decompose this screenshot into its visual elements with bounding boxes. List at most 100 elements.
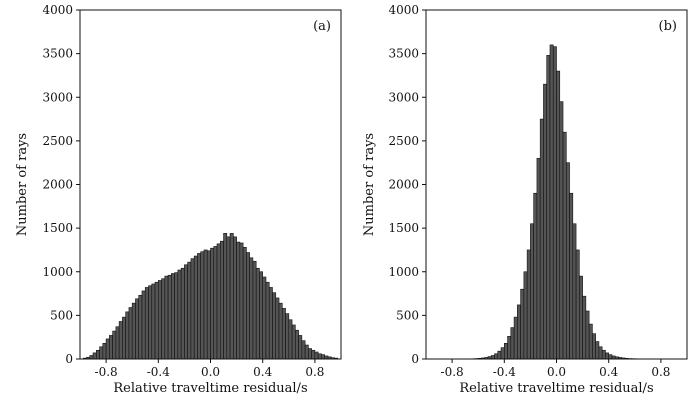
histogram-bar: [513, 316, 518, 360]
histogram-bar: [285, 313, 290, 360]
x-tick-label: 0.8: [305, 365, 324, 379]
histogram-bar: [598, 346, 603, 360]
histogram-bar: [158, 280, 162, 360]
histogram-bar: [517, 304, 521, 360]
histogram-bar: [268, 287, 273, 360]
x-tick-label: 0.4: [253, 365, 272, 379]
y-tick-label: 2000: [388, 178, 419, 192]
histogram-bar: [500, 347, 505, 360]
histogram-bar: [601, 349, 606, 360]
y-axis-title: Number of rays: [362, 133, 377, 236]
histogram-bar: [122, 316, 126, 360]
x-tick-label: 0.4: [599, 365, 618, 379]
panel-label: (b): [659, 19, 677, 34]
y-tick-label: 1500: [42, 221, 73, 235]
histogram-bar: [180, 267, 185, 360]
y-tick-label: 0: [65, 352, 73, 366]
histogram-bar: [536, 158, 541, 360]
y-tick-label: 3000: [42, 90, 73, 104]
histogram-bar: [219, 240, 224, 360]
histogram-bar: [151, 283, 156, 360]
histogram-bar: [135, 298, 140, 360]
histogram-bar: [223, 233, 228, 360]
histogram-bar: [262, 276, 267, 360]
histogram-bar: [177, 269, 182, 360]
histogram-bar: [314, 351, 319, 360]
y-tick-label: 500: [50, 308, 73, 322]
histogram-bar: [585, 310, 590, 360]
histogram-bar: [115, 326, 120, 360]
histogram-bar: [216, 243, 221, 360]
y-tick-label: 0: [411, 352, 419, 366]
histogram-bar: [301, 340, 306, 360]
histogram-bar: [281, 308, 286, 360]
histogram-bar: [595, 341, 600, 360]
x-tick-label: -0.8: [95, 365, 118, 379]
histogram-bar: [520, 288, 525, 360]
panel-label: (a): [313, 19, 331, 34]
histogram-bar: [138, 295, 143, 360]
histogram-bar: [278, 302, 283, 360]
histogram-bar: [131, 302, 136, 360]
histogram-bar: [128, 307, 133, 360]
y-tick-label: 1000: [388, 265, 419, 279]
histogram-bar: [141, 290, 146, 360]
histogram-bar: [272, 292, 277, 360]
histogram-bar: [92, 352, 97, 360]
histogram-bar: [533, 192, 538, 360]
histogram-bar: [161, 278, 166, 360]
x-tick-label: -0.4: [493, 365, 517, 379]
histogram-bar: [203, 249, 208, 360]
histogram-bar: [193, 255, 198, 360]
histogram-bar: [255, 267, 260, 360]
histogram-bar: [592, 333, 596, 360]
histogram-bar: [206, 250, 211, 360]
histogram-bar: [167, 274, 172, 360]
histogram-bar: [562, 131, 567, 360]
histogram-bar: [503, 342, 508, 360]
histogram-bar: [242, 247, 247, 360]
y-tick-label: 3500: [42, 47, 73, 61]
histogram-bar: [174, 272, 179, 360]
y-tick-label: 1000: [42, 265, 73, 279]
histogram-bar: [226, 236, 231, 360]
histogram-bar: [582, 295, 587, 360]
histogram-bar: [569, 192, 574, 360]
histogram-bar: [295, 329, 299, 360]
histogram-bar: [187, 261, 192, 360]
y-tick-label: 500: [396, 308, 419, 322]
x-axis-title: Relative traveltime residual/s: [459, 381, 653, 396]
histogram-bar: [317, 353, 322, 360]
x-tick-label: 0.8: [651, 365, 670, 379]
histogram-bar: [200, 251, 205, 360]
histogram-bar: [588, 323, 593, 360]
histogram-bar: [118, 321, 123, 360]
histogram-bar: [526, 249, 531, 360]
y-tick-label: 2500: [388, 134, 419, 148]
histogram-bar: [89, 355, 94, 360]
histogram-bar: [507, 336, 512, 360]
y-tick-label: 1500: [388, 221, 419, 235]
histogram-bar: [539, 118, 544, 360]
histogram-bar: [109, 335, 113, 360]
histogram-bar: [510, 327, 515, 360]
y-tick-label: 3000: [388, 90, 419, 104]
histogram-bar: [148, 285, 153, 360]
histogram-bar: [105, 338, 110, 360]
histogram-bar: [210, 247, 215, 360]
histogram-bar: [494, 353, 499, 360]
x-tick-label: -0.8: [441, 365, 464, 379]
histogram-bar: [546, 55, 551, 360]
histogram-bar: [543, 83, 548, 360]
histogram-bar: [190, 258, 195, 360]
histogram-bar: [298, 335, 303, 360]
histogram-bar: [288, 319, 293, 360]
x-axis-title: Relative traveltime residual/s: [113, 381, 307, 396]
histogram-bar: [608, 354, 613, 360]
histogram-bar: [265, 281, 270, 360]
x-tick-label: -0.4: [147, 365, 171, 379]
histogram-bar: [197, 253, 202, 360]
histogram-bar: [233, 236, 237, 360]
histogram-bar: [530, 223, 534, 360]
